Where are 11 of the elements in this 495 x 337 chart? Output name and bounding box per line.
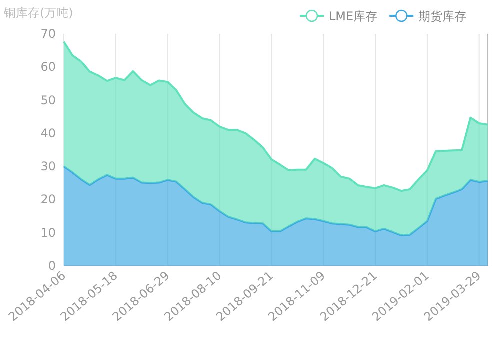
y-tick-label: 10 [40, 226, 56, 240]
y-axis-title: 铜库存(万吨) [3, 6, 74, 20]
legend-label: 期货库存 [418, 10, 467, 24]
y-tick-label: 20 [40, 192, 56, 207]
y-tick-label: 60 [40, 60, 56, 74]
y-tick-label: 40 [40, 126, 56, 140]
y-tick-label: 70 [40, 27, 56, 41]
legend-label: LME库存 [329, 10, 378, 24]
y-tick-label: 50 [40, 93, 56, 108]
y-tick-label: 30 [40, 160, 56, 174]
y-tick-label: 0 [48, 259, 56, 273]
